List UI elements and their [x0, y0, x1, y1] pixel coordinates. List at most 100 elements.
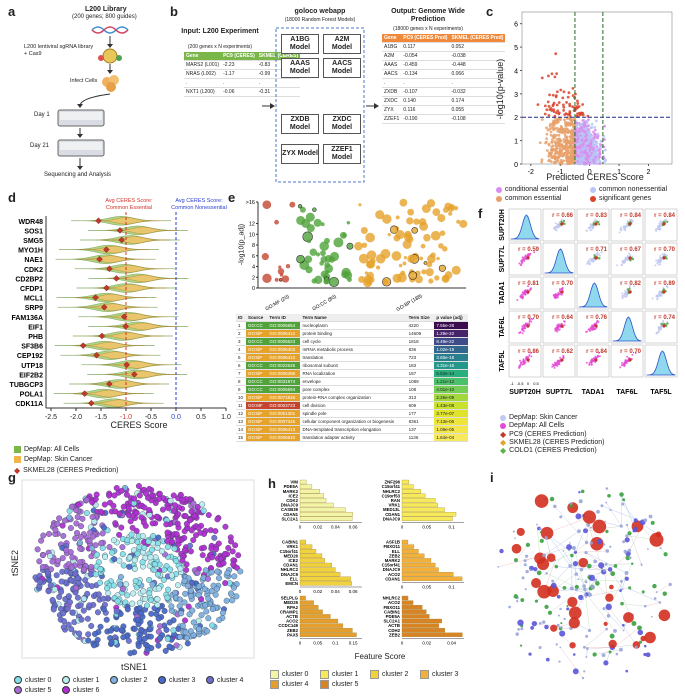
go-term-point	[279, 273, 284, 277]
scatter-point	[598, 355, 601, 358]
data-point	[587, 161, 591, 165]
scatter-point	[634, 351, 637, 354]
feature-gene-label: MED13L	[383, 507, 400, 512]
go-group-label: GO:CC (80)	[311, 294, 337, 311]
gene-label: UTP18	[21, 363, 43, 370]
go-table-cell: nucleoplasm	[300, 321, 407, 330]
tsne-point	[147, 633, 154, 640]
correlation-label: r = 0.62	[552, 349, 574, 355]
network-node	[606, 614, 611, 618]
cluster-label: cluster 2	[382, 671, 409, 678]
scatter-point	[626, 254, 629, 257]
tsne-point	[163, 521, 170, 528]
feature-bar	[401, 600, 414, 605]
network-edge	[585, 579, 596, 591]
tsne-point	[179, 496, 186, 503]
day21-label: Day 21	[30, 143, 50, 149]
network-node	[602, 543, 606, 546]
x-tick-label: -2	[528, 169, 534, 176]
correlation-label: r = 0.84	[586, 349, 608, 355]
feature-bar	[299, 623, 344, 628]
panel-e-label: e	[228, 190, 236, 205]
go-table-cell: 8.49e-22	[434, 337, 468, 346]
go-term-point	[413, 218, 420, 225]
network-node	[566, 544, 573, 551]
violin-skin-cancer	[92, 332, 164, 340]
go-term-point	[408, 271, 418, 280]
tsne-point	[160, 576, 167, 583]
network-edge	[645, 602, 660, 607]
feature-gene-label: PDE5A	[284, 484, 298, 489]
data-point	[565, 156, 568, 160]
go-term-point	[438, 264, 446, 272]
pc9-marker	[628, 256, 632, 260]
network-node	[570, 553, 574, 558]
go-term-point	[358, 275, 366, 283]
scatter-point	[629, 253, 632, 256]
data-point	[598, 146, 602, 149]
tsne-point	[59, 522, 66, 529]
tsne-xlabel: tSNE1	[120, 662, 147, 672]
feature-gene-label: CABIN1	[384, 609, 401, 614]
tsne-point	[106, 492, 113, 499]
tsne-point	[83, 510, 90, 517]
network-node	[544, 536, 548, 540]
skmel28-prediction-marker	[98, 332, 106, 340]
output-cell: 0.116	[401, 105, 450, 115]
feature-bar	[299, 493, 324, 498]
go-table-row: 15 GO:BP GO:0006810 translation adapter act…	[236, 433, 468, 442]
data-point	[595, 148, 599, 152]
tsne-point	[80, 607, 87, 614]
tsne-ylabel: tSNE2	[10, 550, 20, 577]
skmel28-prediction-marker	[79, 342, 87, 349]
network-node	[625, 555, 631, 561]
tsne-point	[188, 527, 195, 534]
network-node	[610, 571, 616, 577]
network-node	[550, 582, 557, 589]
network-node	[622, 498, 626, 502]
panel-g-label: g	[8, 470, 16, 485]
tsne-point	[229, 548, 236, 555]
tsne-point	[99, 530, 106, 537]
network-node	[619, 524, 623, 528]
x-tick-label: 0.15	[349, 640, 358, 645]
network-node	[624, 576, 629, 581]
output-cell: -0.038	[449, 51, 506, 61]
network-node	[663, 552, 668, 557]
network-node	[621, 588, 624, 591]
go-table-cell: 4220	[406, 321, 435, 330]
data-point	[554, 141, 558, 145]
tsne-point	[72, 535, 79, 542]
go-table-cell: 9	[236, 385, 247, 394]
data-point	[549, 152, 553, 156]
scatter-point	[555, 364, 558, 367]
x-tick-label: -1.5	[95, 414, 107, 421]
network-node	[582, 645, 586, 649]
tsne-point	[203, 608, 210, 615]
tsne-point	[164, 594, 171, 601]
go-term-point	[453, 205, 459, 211]
network-node	[534, 599, 538, 603]
skmel28-prediction-marker	[106, 380, 113, 388]
data-point	[591, 143, 595, 146]
data-point	[566, 95, 570, 99]
network-node	[585, 655, 588, 658]
go-table: ID Source Term ID Term Name Term Size p …	[236, 314, 468, 442]
network-node	[588, 592, 591, 595]
scatter-point	[521, 325, 524, 328]
scatter-point	[529, 287, 532, 290]
feature-gene-label: DNAJC9	[383, 567, 401, 572]
network-node	[586, 564, 589, 567]
tsne-point	[116, 531, 123, 538]
network-node	[524, 588, 527, 591]
data-point	[547, 154, 551, 158]
tsne-point	[84, 615, 91, 622]
scatter-point	[597, 221, 600, 224]
tsne-point	[148, 546, 155, 553]
network-node	[595, 581, 600, 586]
tsne-point	[68, 503, 75, 510]
output-cell: AAAS	[382, 60, 402, 70]
data-point	[555, 111, 558, 115]
tsne-point	[187, 548, 194, 555]
